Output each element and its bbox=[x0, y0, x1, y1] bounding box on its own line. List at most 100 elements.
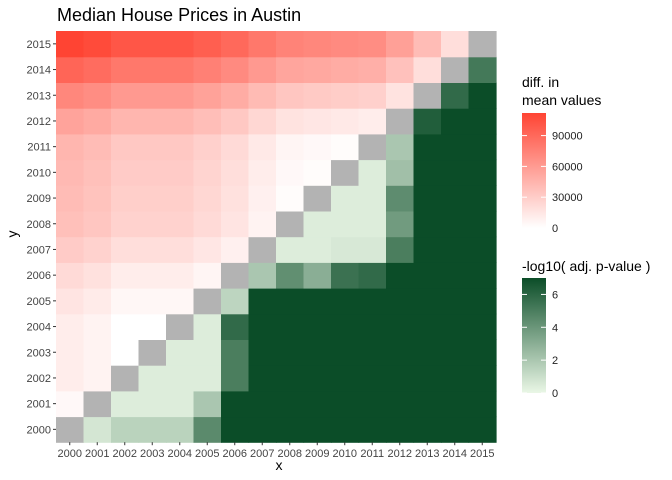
heatmap-cell bbox=[138, 210, 167, 238]
heatmap-cell bbox=[193, 210, 222, 238]
heatmap-cell bbox=[248, 339, 277, 366]
heatmap-cell bbox=[386, 31, 415, 58]
heatmap-cell bbox=[276, 159, 305, 186]
heatmap-cell bbox=[358, 159, 387, 186]
heatmap-cell bbox=[386, 56, 415, 83]
heatmap-cell bbox=[358, 288, 387, 315]
heatmap-cell bbox=[221, 56, 250, 83]
heatmap-cell bbox=[441, 236, 470, 263]
heatmap-cell bbox=[468, 339, 497, 366]
heatmap-cell bbox=[193, 288, 222, 315]
heatmap-cell bbox=[331, 82, 360, 109]
heatmap-cell bbox=[276, 390, 305, 418]
heatmap-cell bbox=[166, 365, 195, 392]
heatmap-cell bbox=[221, 365, 250, 392]
heatmap-cell bbox=[221, 185, 250, 212]
heatmap-cell bbox=[83, 288, 112, 315]
heatmap-cell bbox=[56, 31, 85, 58]
heatmap-cell bbox=[56, 313, 85, 340]
x-axis-title: x bbox=[276, 457, 283, 473]
heatmap-cell bbox=[358, 339, 387, 366]
heatmap-cell bbox=[331, 133, 360, 161]
chart-title: Median House Prices in Austin bbox=[57, 5, 302, 25]
heatmap-cell bbox=[166, 390, 195, 418]
heatmap-cell bbox=[111, 236, 140, 263]
heatmap-cell bbox=[303, 288, 332, 315]
heatmap-cell bbox=[386, 416, 415, 443]
heatmap-cell bbox=[276, 365, 305, 392]
heatmap-cell bbox=[248, 416, 277, 443]
heatmap-cell bbox=[111, 133, 140, 161]
heatmap-cell bbox=[276, 31, 305, 58]
heatmap-cell bbox=[303, 31, 332, 58]
heatmap-cell bbox=[221, 313, 250, 340]
heatmap-cell bbox=[331, 159, 360, 186]
heatmap-cell bbox=[441, 416, 470, 443]
heatmap-cell bbox=[303, 416, 332, 443]
heatmap-cell bbox=[358, 313, 387, 340]
heatmap-cell bbox=[386, 210, 415, 238]
heatmap-cell bbox=[83, 185, 112, 212]
heatmap-cell bbox=[276, 56, 305, 83]
heatmap-cell bbox=[276, 133, 305, 161]
x-tick-label: 2013 bbox=[415, 448, 439, 460]
heatmap-cell bbox=[468, 31, 497, 58]
heatmap-cell bbox=[276, 339, 305, 366]
heatmap-cell bbox=[331, 262, 360, 289]
heatmap-cell bbox=[166, 262, 195, 289]
heatmap-cell bbox=[83, 416, 112, 443]
heatmap-cell bbox=[166, 236, 195, 263]
heatmap-cell bbox=[331, 365, 360, 392]
heatmap-cell bbox=[221, 210, 250, 238]
legend-diff-tick-label: 0 bbox=[552, 223, 558, 235]
heatmap-cell bbox=[331, 339, 360, 366]
heatmap-cell bbox=[193, 416, 222, 443]
heatmap-cell bbox=[276, 416, 305, 443]
heatmap-cell bbox=[138, 185, 167, 212]
heatmap-cell bbox=[358, 365, 387, 392]
heatmap-cell bbox=[276, 185, 305, 212]
heatmap-cell bbox=[56, 288, 85, 315]
heatmap-cell bbox=[166, 313, 195, 340]
heatmap-cell bbox=[358, 185, 387, 212]
heatmap-cell bbox=[193, 31, 222, 58]
x-tick-label: 2002 bbox=[113, 448, 137, 460]
y-tick-label: 2004 bbox=[27, 322, 51, 334]
heatmap-cell bbox=[303, 56, 332, 83]
heatmap-cell bbox=[386, 365, 415, 392]
heatmap-cell bbox=[468, 262, 497, 289]
heatmap-cell bbox=[413, 210, 442, 238]
heatmap-cell bbox=[358, 31, 387, 58]
heatmap-cell bbox=[138, 390, 167, 418]
y-axis-title: y bbox=[4, 231, 20, 238]
heatmap-cell bbox=[56, 365, 85, 392]
heatmap-cell bbox=[413, 339, 442, 366]
heatmap-cell bbox=[303, 365, 332, 392]
heatmap-cell bbox=[441, 210, 470, 238]
heatmap-cell bbox=[248, 210, 277, 238]
heatmap-cell bbox=[56, 416, 85, 443]
x-tick-label: 2007 bbox=[250, 448, 274, 460]
heatmap-cell bbox=[166, 210, 195, 238]
legend-diff-colorbar bbox=[522, 113, 546, 228]
x-tick-label: 2008 bbox=[278, 448, 302, 460]
x-tick-label: 2015 bbox=[470, 448, 494, 460]
heatmap-cell bbox=[331, 288, 360, 315]
x-tick-label: 2005 bbox=[195, 448, 219, 460]
heatmap-cell bbox=[138, 365, 167, 392]
heatmap-cell bbox=[83, 365, 112, 392]
heatmap-cell bbox=[111, 416, 140, 443]
heatmap-cell bbox=[386, 108, 415, 135]
heatmap-cell bbox=[56, 339, 85, 366]
heatmap-cell bbox=[413, 108, 442, 135]
legend-diff-tick-label: 30000 bbox=[552, 192, 583, 204]
heatmap-cell bbox=[83, 159, 112, 186]
heatmap-cell bbox=[386, 82, 415, 109]
legend-pval-colorbar bbox=[522, 278, 546, 393]
y-tick-label: 2009 bbox=[27, 193, 51, 205]
heatmap-cell bbox=[56, 390, 85, 418]
heatmap-cell bbox=[193, 108, 222, 135]
heatmap-cell bbox=[248, 236, 277, 263]
heatmap-cell bbox=[83, 339, 112, 366]
